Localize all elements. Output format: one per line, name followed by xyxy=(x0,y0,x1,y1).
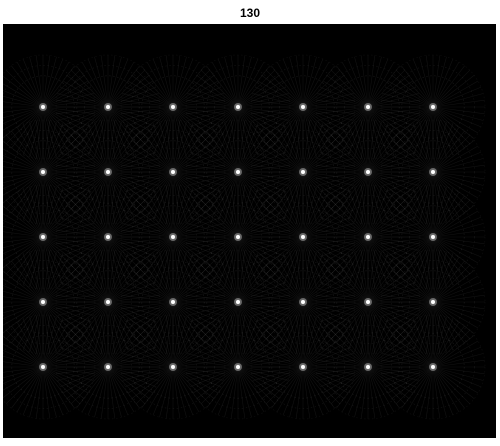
radial-pattern-1-5 xyxy=(315,119,421,225)
radial-pattern-0-4 xyxy=(250,54,356,160)
radial-pattern-0-1 xyxy=(55,54,161,160)
radial-pattern-2-3 xyxy=(185,184,291,290)
radial-pattern-1-2 xyxy=(120,119,226,225)
pattern-canvas xyxy=(3,54,486,420)
image-frame xyxy=(3,24,496,438)
radial-pattern-1-0 xyxy=(3,119,96,225)
radial-pattern-4-3 xyxy=(185,314,291,420)
radial-pattern-0-2 xyxy=(120,54,226,160)
radial-pattern-2-0 xyxy=(3,184,96,290)
radial-pattern-3-2 xyxy=(120,249,226,355)
radial-pattern-1-3 xyxy=(185,119,291,225)
radial-pattern-4-6 xyxy=(380,314,486,420)
radial-pattern-0-0 xyxy=(3,54,96,160)
radial-pattern-1-1 xyxy=(55,119,161,225)
radial-pattern-2-1 xyxy=(55,184,161,290)
radial-pattern-4-0 xyxy=(3,314,96,420)
radial-pattern-3-4 xyxy=(250,249,356,355)
radial-pattern-3-1 xyxy=(55,249,161,355)
radial-pattern-0-5 xyxy=(315,54,421,160)
radial-pattern-2-6 xyxy=(380,184,486,290)
radial-pattern-3-0 xyxy=(3,249,96,355)
radial-pattern-0-3 xyxy=(185,54,291,160)
radial-pattern-4-1 xyxy=(55,314,161,420)
radial-pattern-4-5 xyxy=(315,314,421,420)
radial-pattern-2-2 xyxy=(120,184,226,290)
radial-pattern-1-4 xyxy=(250,119,356,225)
radial-pattern-3-6 xyxy=(380,249,486,355)
radial-pattern-2-4 xyxy=(250,184,356,290)
radial-pattern-1-6 xyxy=(380,119,486,225)
radial-pattern-2-5 xyxy=(315,184,421,290)
radial-pattern-4-2 xyxy=(120,314,226,420)
radial-pattern-3-5 xyxy=(315,249,421,355)
figure-title: 130 xyxy=(239,6,261,20)
radial-pattern-4-4 xyxy=(250,314,356,420)
radial-pattern-3-3 xyxy=(185,249,291,355)
radial-pattern-0-6 xyxy=(380,54,486,160)
